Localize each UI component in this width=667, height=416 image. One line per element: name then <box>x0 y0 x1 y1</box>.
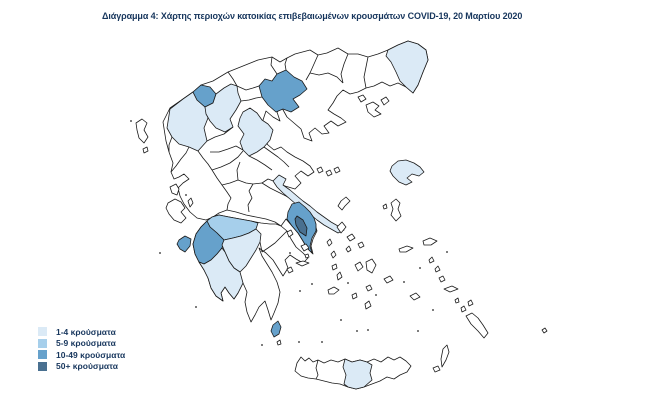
choropleth-regions <box>166 40 429 390</box>
island-astypalaia <box>409 292 421 301</box>
island-chios <box>390 198 402 222</box>
island-samos <box>422 237 438 246</box>
island-kasos <box>432 365 441 373</box>
island-antikythera <box>276 339 282 346</box>
island-ios <box>365 284 373 292</box>
island-limnos <box>365 101 382 118</box>
island-ithaki <box>187 197 194 208</box>
island-tilos <box>460 305 467 313</box>
island-naxos <box>365 258 377 274</box>
islet-specks <box>130 120 448 346</box>
island-paxoi <box>142 146 149 154</box>
island-folegandros <box>351 292 358 300</box>
region-larissa <box>237 107 274 157</box>
figure-title: Διάγραμμα 4: Χάρτης περιοχών κατοικίας ε… <box>102 11 523 21</box>
island-corfu <box>135 118 149 144</box>
island-kefalonia <box>165 198 187 224</box>
islands <box>135 94 548 373</box>
legend-row: 5-9 κρούσματα <box>38 338 125 350</box>
island-kastellorizo <box>541 327 548 334</box>
island-santorini <box>364 300 372 310</box>
island-mykonos <box>357 241 365 249</box>
legend-swatch-10-49 <box>38 350 47 360</box>
island-poros <box>304 253 310 259</box>
island-skyros <box>337 196 351 211</box>
island-ikaria <box>398 245 414 253</box>
legend-swatch-50plus <box>38 361 47 371</box>
region-lesvos <box>389 159 425 186</box>
island-kos <box>443 285 459 293</box>
legend-label-5-9: 5-9 κρούσματα <box>56 338 116 349</box>
island-sifnos <box>336 271 343 281</box>
region-messinia <box>198 247 244 302</box>
island-lefkada <box>169 183 180 196</box>
region-kythira <box>270 320 282 338</box>
legend-swatch-1-4 <box>38 327 47 337</box>
island-aegina <box>300 243 310 252</box>
region-kozani <box>204 83 242 133</box>
legend: 1-4 κρούσματα 5-9 κρούσματα 10-49 κρούσμ… <box>38 326 125 372</box>
island-kalymnos <box>438 275 446 283</box>
legend-label-1-4: 1-4 κρούσματα <box>56 326 116 337</box>
island-leros <box>434 265 441 273</box>
island-syros <box>345 245 352 253</box>
island-karpathos <box>440 344 450 368</box>
legend-row: 10-49 κρούσματα <box>38 349 125 361</box>
island-tinos <box>346 233 356 242</box>
legend-label-10-49: 10-49 κρούσματα <box>56 349 126 360</box>
island-kea <box>326 238 333 247</box>
island-kythnos <box>330 250 337 259</box>
island-skopelos <box>325 169 333 177</box>
region-thessaloniki <box>258 69 308 113</box>
prefecture-borders <box>168 53 369 380</box>
region-evros <box>385 40 429 94</box>
island-milos <box>327 286 340 295</box>
island-rhodes <box>465 312 489 339</box>
island-paros <box>354 261 364 272</box>
legend-label-50plus: 50+ κρούσματα <box>56 361 118 372</box>
island-amorgos <box>383 275 394 284</box>
region-heraklion <box>342 358 373 390</box>
legend-row: 1-4 κρούσματα <box>38 326 125 338</box>
legend-row: 50+ κρούσματα <box>38 361 125 373</box>
legend-swatch-5-9 <box>38 338 47 348</box>
island-patmos <box>428 256 435 264</box>
island-nisyros <box>454 297 460 304</box>
region-athens <box>294 215 308 237</box>
region-zakynthos <box>176 235 192 253</box>
island-alonissos <box>333 166 341 174</box>
island-symi <box>467 299 474 307</box>
island-salamina <box>286 229 294 238</box>
island-samothraki <box>380 96 390 106</box>
island-spetses <box>286 266 294 274</box>
island-andros <box>336 221 347 234</box>
island-skiathos <box>316 166 324 174</box>
island-thasos <box>357 94 367 103</box>
island-psara <box>382 203 388 210</box>
island-hydra <box>295 260 310 267</box>
island-serifos <box>331 263 338 271</box>
